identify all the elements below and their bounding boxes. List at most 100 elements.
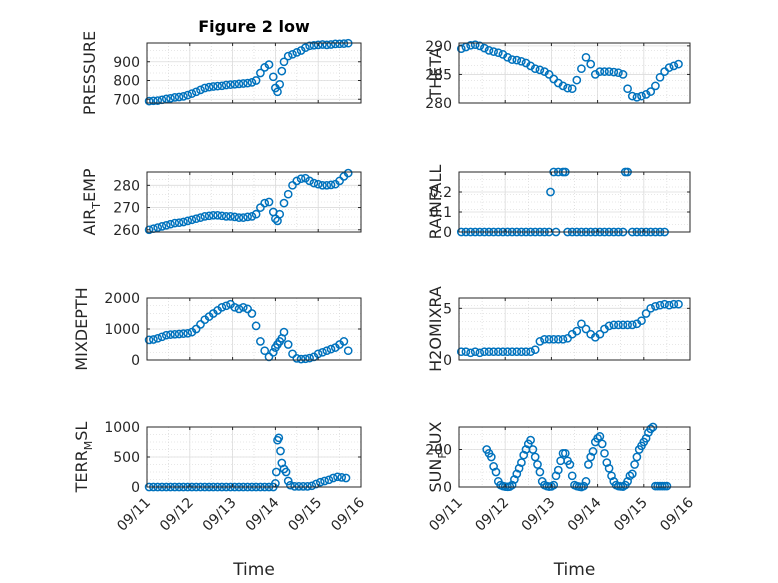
data-point <box>157 332 167 342</box>
data-point <box>337 473 347 482</box>
data-point <box>174 92 184 102</box>
data-point <box>191 324 201 334</box>
data-point <box>530 452 540 462</box>
data-point <box>579 481 589 491</box>
data-point <box>315 477 325 487</box>
data-point <box>296 174 306 184</box>
data-point <box>614 68 623 78</box>
data-point <box>641 309 651 318</box>
data-point <box>230 212 240 222</box>
data-point <box>343 346 353 356</box>
data-point <box>535 65 545 75</box>
data-point <box>286 480 295 490</box>
data-point <box>292 48 302 57</box>
data-point <box>558 334 568 344</box>
data-point <box>157 222 167 231</box>
data-point <box>318 180 327 190</box>
axes-box <box>458 171 691 233</box>
subplot-3: 260 270 280 AIRTEMP <box>80 168 362 239</box>
data-point <box>174 218 184 228</box>
y-tick-label: 0.2 <box>430 185 452 201</box>
data-point <box>632 92 642 102</box>
axes-box <box>146 171 362 233</box>
data-point <box>281 467 291 477</box>
data-point <box>276 446 285 456</box>
data-point <box>535 337 545 346</box>
data-point <box>549 480 559 490</box>
data-point <box>174 329 184 339</box>
data-point <box>577 319 586 329</box>
data-point <box>335 39 344 49</box>
data-point <box>200 212 210 221</box>
data-point <box>305 353 314 363</box>
data-point <box>322 180 332 190</box>
x-axis-label: Time <box>232 560 275 580</box>
data-point <box>234 213 244 222</box>
y-tick-label: 270 <box>113 201 140 217</box>
data-point <box>191 87 201 97</box>
data-point <box>204 211 214 221</box>
data-point <box>183 216 193 226</box>
data-point <box>503 52 512 62</box>
data-point <box>618 70 628 79</box>
data-point <box>234 79 244 89</box>
axes-box <box>458 426 691 488</box>
data-point <box>166 330 175 339</box>
data-point <box>283 51 293 61</box>
data-point <box>486 452 496 462</box>
data-point <box>333 472 342 482</box>
data-point <box>480 43 489 53</box>
data-point <box>604 67 614 76</box>
x-tick-label: 09/11 <box>426 495 466 535</box>
data-point <box>144 335 154 345</box>
data-point <box>243 212 252 222</box>
data-point <box>630 460 639 469</box>
subplot-5: 0 1000 2000 MIXDEPTH <box>72 287 362 371</box>
x-tick-label: 09/16 <box>657 495 697 535</box>
data-point <box>191 214 201 224</box>
data-point <box>149 335 158 344</box>
data-point <box>274 433 284 443</box>
data-point <box>200 83 210 93</box>
y-tick-label: 5 <box>443 301 452 317</box>
data-point <box>279 57 289 67</box>
data-point <box>343 168 353 178</box>
data-point <box>627 320 637 330</box>
data-point <box>238 302 248 312</box>
data-point <box>221 80 231 90</box>
data-point <box>217 81 227 91</box>
y-tick-label: 500 <box>113 450 140 466</box>
data-point <box>187 89 197 98</box>
data-point <box>279 198 289 208</box>
data-point <box>475 348 485 358</box>
data-point <box>581 477 591 486</box>
data-point <box>283 340 293 349</box>
data-point <box>288 349 297 359</box>
x-tick-label: 09/12 <box>472 495 512 535</box>
data-point <box>507 55 517 64</box>
data-point <box>166 93 175 103</box>
data-point <box>530 64 540 74</box>
data-point <box>623 320 632 330</box>
data-point <box>326 344 336 354</box>
data-point <box>512 55 522 65</box>
data-point <box>268 72 278 82</box>
data-point <box>283 189 293 199</box>
x-tick-label: 09/15 <box>285 495 325 535</box>
data-point <box>275 209 285 219</box>
x-tick-label: 09/13 <box>200 495 240 535</box>
data-point <box>577 64 586 74</box>
data-point <box>226 212 235 221</box>
data-point <box>595 329 605 339</box>
data-point <box>260 198 270 208</box>
data-point <box>149 96 158 106</box>
data-point <box>279 327 289 337</box>
data-point <box>521 347 531 357</box>
data-point <box>553 334 563 344</box>
data-point <box>604 321 614 331</box>
data-point <box>179 329 188 338</box>
data-point <box>669 299 679 309</box>
data-point <box>196 320 205 329</box>
subplot-7: 0 500 1000 09/11 09/12 09/13 09/14 09/15 09/16 TE… <box>72 420 368 580</box>
